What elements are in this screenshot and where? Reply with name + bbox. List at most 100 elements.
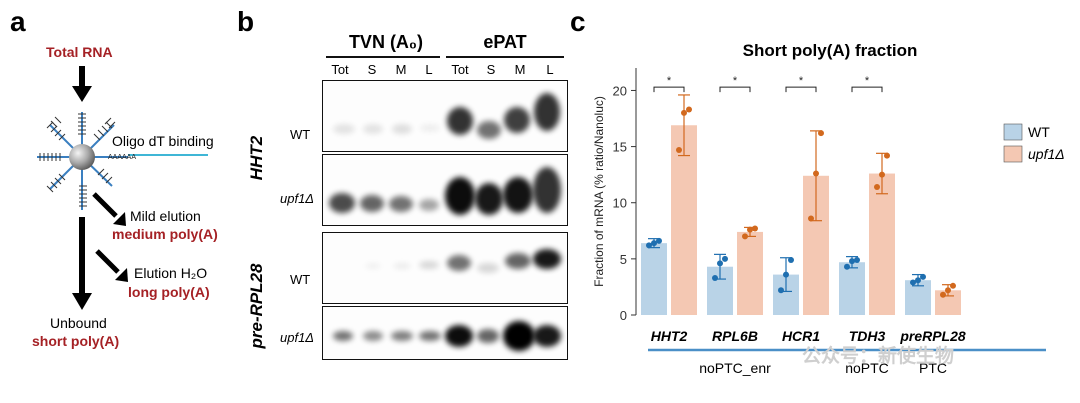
y-tick-label: 0 <box>620 308 627 323</box>
data-point <box>879 171 885 178</box>
data-point <box>849 258 855 265</box>
significance-star: * <box>865 75 870 87</box>
oligo-binding-label: Oligo dT binding <box>112 133 214 149</box>
data-point <box>844 263 850 270</box>
data-point <box>884 152 890 159</box>
data-point <box>854 256 860 263</box>
data-point <box>676 146 682 153</box>
significance-star: * <box>733 75 738 87</box>
legend-label: WT <box>1028 124 1050 140</box>
bar-wt <box>839 262 865 315</box>
long-polya-label: long poly(A) <box>128 284 210 300</box>
blot-hht2-upf1 <box>322 154 568 226</box>
data-point <box>950 282 956 289</box>
blot-prerpl28-upf1 <box>322 306 568 360</box>
bar-upf1 <box>869 173 895 315</box>
data-point <box>686 106 692 113</box>
watermark-text: 公众号：新使生物 <box>802 346 955 367</box>
chart-title: Short poly(A) fraction <box>743 41 918 60</box>
bar-upf1 <box>737 231 763 315</box>
legend-label: upf1Δ <box>1028 146 1065 162</box>
group-label-epat: ePAT <box>483 32 527 52</box>
row-label-wt: WT <box>290 272 311 287</box>
lane-label: S <box>367 62 377 77</box>
group-underline-tvn <box>326 56 440 58</box>
significance-bracket <box>851 86 883 93</box>
y-tick-label: 20 <box>613 83 627 98</box>
lane-label: S <box>486 62 496 77</box>
lane-label: Tot <box>331 62 349 77</box>
lane-label: Tot <box>451 62 469 77</box>
category-group-label: noPTC <box>845 360 889 376</box>
unbound-label: Unbound <box>50 315 107 331</box>
elution-h2o-label: Elution H₂O <box>134 265 208 281</box>
panel-a-letter: a <box>10 6 26 37</box>
significance-bracket <box>719 86 751 93</box>
mild-elution-label: Mild elution <box>130 208 201 224</box>
data-point <box>874 184 880 191</box>
data-point <box>651 240 657 247</box>
lane-label: L <box>546 62 554 77</box>
panel-c-letter: c <box>570 6 586 37</box>
data-point <box>783 271 789 278</box>
short-polya-label: short poly(A) <box>32 333 120 349</box>
category-label: preRPL28 <box>899 328 966 344</box>
legend-swatch <box>1003 123 1023 141</box>
data-point <box>808 215 814 222</box>
data-point <box>646 242 652 249</box>
category-group-label: noPTC_enr <box>699 360 771 376</box>
data-point <box>742 233 748 240</box>
arrow-diagonal-icon <box>92 192 126 226</box>
data-point <box>722 255 728 262</box>
data-point <box>920 273 926 280</box>
significance-star: * <box>667 75 672 87</box>
row-label-wt: WT <box>290 127 311 142</box>
panel-a-schematic: AAAAAA <box>37 66 208 310</box>
data-point <box>818 130 824 137</box>
significance-star: * <box>799 75 804 87</box>
y-tick-label: 5 <box>620 252 627 267</box>
row-label-upf1: upf1Δ <box>280 191 315 206</box>
arrow-down-icon <box>72 66 92 102</box>
row-label-upf1: upf1Δ <box>280 330 315 345</box>
data-point <box>656 237 662 244</box>
category-label: TDH3 <box>849 328 886 344</box>
category-label: HHT2 <box>651 328 688 344</box>
group-label-tvn: TVN (A₀) <box>348 32 424 52</box>
group-underline-epat <box>446 56 564 58</box>
panel-b-letter: b <box>237 6 255 37</box>
data-point <box>788 256 794 263</box>
significance-bracket <box>785 86 817 93</box>
data-point <box>712 274 718 281</box>
blot-hht2-wt <box>322 80 568 152</box>
bar-wt <box>641 243 667 315</box>
y-tick-label: 10 <box>613 196 627 211</box>
arrow-down-long-icon <box>72 217 92 310</box>
data-point <box>940 291 946 298</box>
data-point <box>681 109 687 116</box>
svg-text:AAAAAA: AAAAAA <box>108 154 136 161</box>
medium-polya-label: medium poly(A) <box>112 226 218 242</box>
lane-label: M <box>514 62 526 77</box>
data-point <box>910 279 916 286</box>
bar-upf1 <box>671 125 697 315</box>
data-point <box>915 277 921 284</box>
data-point <box>747 226 753 233</box>
data-point <box>945 287 951 294</box>
category-label: HCR1 <box>782 328 820 344</box>
arrow-diagonal-icon <box>95 249 128 282</box>
lane-label: L <box>425 62 433 77</box>
y-tick-label: 15 <box>613 140 627 155</box>
significance-bracket <box>653 86 685 93</box>
legend-swatch <box>1003 145 1023 163</box>
data-point <box>717 260 723 267</box>
y-axis-label: Fraction of mRNA (% ratio/Nanoluc) <box>592 96 606 287</box>
data-point <box>752 225 758 232</box>
data-point <box>778 287 784 294</box>
category-label: RPL6B <box>712 328 758 344</box>
lane-label: M <box>395 62 407 77</box>
blot-prerpl28-wt <box>322 232 568 304</box>
category-group-label: PTC <box>919 360 947 376</box>
bead-icon: AAAAAA <box>37 112 208 210</box>
